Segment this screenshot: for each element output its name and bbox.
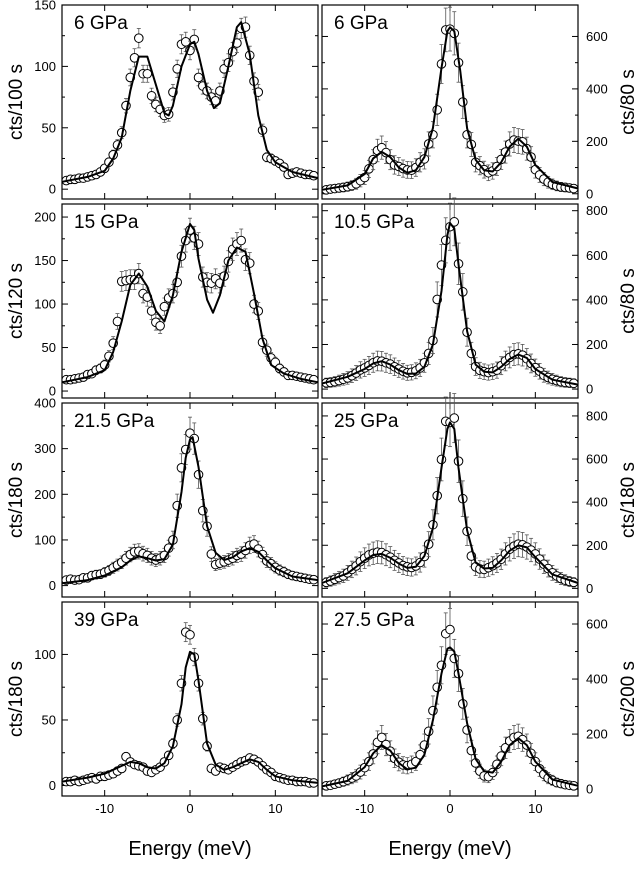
y-tick-label: 50 — [42, 120, 56, 135]
y-tick-label: 600 — [586, 617, 608, 632]
y-tick-label: 600 — [586, 452, 608, 467]
y-tick-label: 400 — [586, 672, 608, 687]
panel-title: 25 GPa — [334, 411, 399, 432]
data-point — [134, 33, 144, 43]
x-axis-label-left: Energy (meV) — [128, 838, 251, 860]
y-tick-label: 0 — [586, 782, 593, 797]
y-tick-label: 600 — [586, 248, 608, 263]
x-tick-label: -10 — [95, 801, 114, 816]
y-tick-label: 0 — [49, 778, 56, 793]
y-tick-label: 0 — [586, 382, 593, 397]
panel-6: 0 200 400 600 800 cts/80 s 10.5 GPa — [321, 197, 639, 399]
x-tick-label: 10 — [528, 801, 542, 816]
panel-title: 15 GPa — [74, 212, 139, 233]
y-tick-label: 400 — [586, 292, 608, 307]
panel-title: 27.5 GPa — [334, 610, 415, 631]
data-point — [449, 217, 460, 227]
y-axis-label: cts/100 s — [6, 64, 27, 140]
y-tick-label: 50 — [42, 712, 56, 727]
y-tick-label: 400 — [586, 495, 608, 510]
y-axis-label: cts/80 s — [618, 268, 639, 333]
y-tick-label: 100 — [34, 59, 56, 74]
y-tick-label: 50 — [42, 340, 56, 355]
panel-title: 39 GPa — [74, 610, 139, 631]
y-axis-label: cts/120 s — [6, 263, 27, 339]
fit-curve — [61, 436, 319, 585]
data-point — [142, 68, 153, 79]
y-tick-label: 300 — [34, 441, 56, 456]
data-point — [236, 235, 246, 246]
y-axis-label: cts/180 s — [618, 462, 639, 538]
y-tick-label: 0 — [586, 581, 593, 596]
panel-2: 0 50 100 150 200 cts/120 s 15 GPa — [6, 203, 319, 399]
data-point — [449, 413, 460, 423]
data-point — [146, 91, 157, 101]
y-tick-label: 200 — [586, 134, 608, 149]
y-tick-label: 400 — [34, 396, 56, 411]
y-tick-label: 200 — [586, 337, 608, 352]
panel-title: 6 GPa — [334, 13, 388, 34]
y-axis-label: cts/80 s — [618, 69, 639, 134]
y-tick-label: 200 — [34, 487, 56, 502]
data-point — [206, 549, 217, 559]
panel-title: 6 GPa — [74, 13, 128, 34]
panel-7: 0 200 400 600 800 cts/180 s 25 GPa — [321, 393, 639, 598]
y-tick-label: 150 — [34, 253, 56, 268]
y-tick-label: 0 — [49, 578, 56, 593]
fit-curve — [321, 222, 579, 386]
y-tick-label: 400 — [586, 81, 608, 96]
panel-title: 10.5 GPa — [334, 212, 415, 233]
y-tick-label: 600 — [586, 29, 608, 44]
y-tick-label: 200 — [586, 727, 608, 742]
y-tick-label: 0 — [49, 384, 56, 399]
panel-4: 0 50 100 -10 0 10 cts/180 s 39 GPa — [6, 601, 319, 816]
x-axis-label-right: Energy (meV) — [388, 838, 511, 860]
y-tick-label: 800 — [586, 203, 608, 218]
y-axis-label: cts/180 s — [6, 661, 27, 737]
y-axis-label: cts/180 s — [6, 462, 27, 538]
y-tick-label: 100 — [34, 532, 56, 547]
panel-1: 0 50 100 150 cts/100 s 6 GPa — [6, 0, 319, 200]
x-tick-label: 10 — [268, 801, 282, 816]
y-axis-label: cts/200 s — [618, 661, 639, 737]
fit-curve — [321, 26, 579, 191]
y-tick-label: 0 — [586, 186, 593, 201]
data-point — [185, 629, 195, 640]
y-tick-label: 800 — [586, 408, 608, 423]
panel-8: 0 200 400 600 -10 0 10 cts/200 s 27.5 GPa — [321, 601, 639, 816]
panel-title: 21.5 GPa — [74, 411, 155, 432]
x-tick-label: 0 — [446, 801, 453, 816]
y-tick-label: 150 — [34, 0, 56, 13]
data-point — [155, 320, 165, 331]
x-tick-label: -10 — [355, 801, 374, 816]
y-tick-label: 200 — [586, 538, 608, 553]
y-tick-label: 100 — [34, 647, 56, 662]
data-point — [445, 624, 455, 635]
y-tick-label: 100 — [34, 297, 56, 312]
panel-5: 0 200 400 600 cts/80 s 6 GPa — [321, 4, 639, 201]
data-point — [193, 72, 204, 83]
fit-curve — [61, 21, 319, 183]
fit-curve — [321, 421, 579, 584]
fit-curve — [61, 650, 319, 784]
fit-curve — [321, 646, 579, 788]
x-tick-label: 0 — [186, 801, 193, 816]
y-tick-label: 200 — [34, 210, 56, 225]
panel-3: 0 100 200 300 400 cts/180 s 21.5 GPa — [6, 396, 319, 598]
fit-curve — [61, 223, 319, 384]
y-tick-label: 0 — [49, 182, 56, 197]
